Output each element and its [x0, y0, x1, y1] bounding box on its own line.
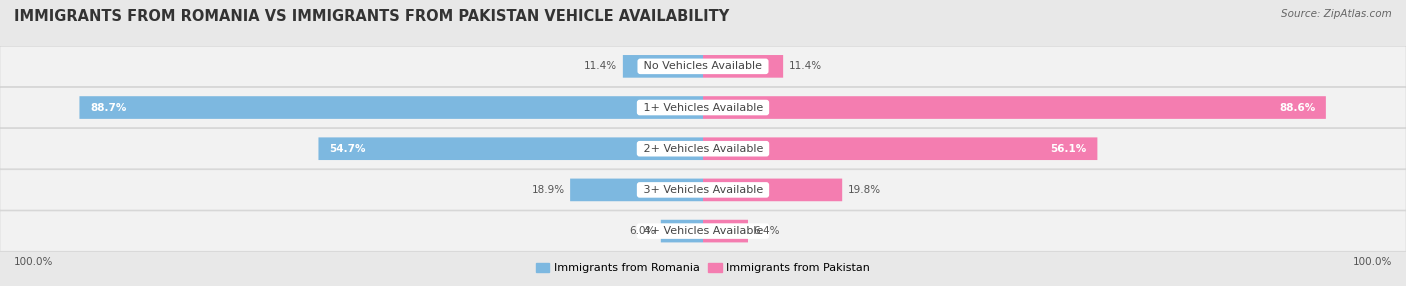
- FancyBboxPatch shape: [79, 96, 703, 119]
- FancyBboxPatch shape: [703, 96, 1326, 119]
- Text: 88.6%: 88.6%: [1279, 103, 1316, 112]
- Text: 4+ Vehicles Available: 4+ Vehicles Available: [640, 226, 766, 236]
- Text: 3+ Vehicles Available: 3+ Vehicles Available: [640, 185, 766, 195]
- Text: 11.4%: 11.4%: [789, 61, 823, 71]
- Text: 11.4%: 11.4%: [583, 61, 617, 71]
- Text: No Vehicles Available: No Vehicles Available: [640, 61, 766, 71]
- FancyBboxPatch shape: [571, 178, 703, 201]
- FancyBboxPatch shape: [703, 220, 748, 243]
- Text: 1+ Vehicles Available: 1+ Vehicles Available: [640, 103, 766, 112]
- Text: 88.7%: 88.7%: [90, 103, 127, 112]
- Text: Source: ZipAtlas.com: Source: ZipAtlas.com: [1281, 9, 1392, 19]
- FancyBboxPatch shape: [0, 211, 1406, 251]
- Text: 19.8%: 19.8%: [848, 185, 882, 195]
- Text: 2+ Vehicles Available: 2+ Vehicles Available: [640, 144, 766, 154]
- Text: 6.0%: 6.0%: [628, 226, 655, 236]
- FancyBboxPatch shape: [0, 87, 1406, 128]
- FancyBboxPatch shape: [661, 220, 703, 243]
- FancyBboxPatch shape: [703, 55, 783, 78]
- FancyBboxPatch shape: [623, 55, 703, 78]
- Text: 54.7%: 54.7%: [329, 144, 366, 154]
- Text: 18.9%: 18.9%: [531, 185, 565, 195]
- FancyBboxPatch shape: [703, 137, 1098, 160]
- Text: 100.0%: 100.0%: [14, 257, 53, 267]
- Text: 100.0%: 100.0%: [1353, 257, 1392, 267]
- FancyBboxPatch shape: [703, 178, 842, 201]
- Text: IMMIGRANTS FROM ROMANIA VS IMMIGRANTS FROM PAKISTAN VEHICLE AVAILABILITY: IMMIGRANTS FROM ROMANIA VS IMMIGRANTS FR…: [14, 9, 730, 23]
- FancyBboxPatch shape: [0, 170, 1406, 210]
- FancyBboxPatch shape: [318, 137, 703, 160]
- FancyBboxPatch shape: [0, 128, 1406, 169]
- Legend: Immigrants from Romania, Immigrants from Pakistan: Immigrants from Romania, Immigrants from…: [531, 259, 875, 278]
- FancyBboxPatch shape: [0, 46, 1406, 87]
- Text: 6.4%: 6.4%: [754, 226, 780, 236]
- Text: 56.1%: 56.1%: [1050, 144, 1087, 154]
